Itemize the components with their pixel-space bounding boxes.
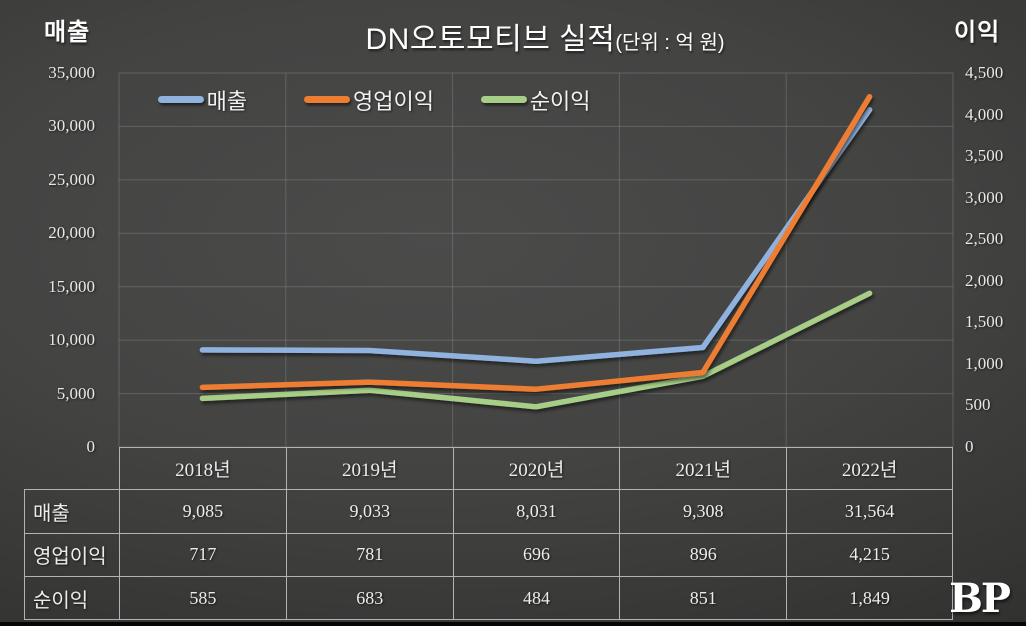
legend-item: 순이익 (452, 84, 619, 116)
right-axis-tick-label: 500 (965, 395, 991, 415)
table-row-header: 순이익 (24, 576, 119, 620)
chart-title: DN오토모티브 실적(단위 : 억 원) (365, 14, 724, 58)
series-line-순이익 (199, 290, 873, 410)
table-value-cell: 696 (452, 532, 620, 577)
legend-item: 매출 (119, 84, 286, 116)
right-axis-tick-label: 4,000 (965, 104, 1004, 124)
left-axis-tick-label: 0 (86, 437, 96, 456)
table-value-cell: 4,215 (786, 532, 953, 577)
table-value-cell: 896 (619, 532, 787, 577)
series-line-매출 (199, 106, 873, 364)
table-value-cell: 851 (619, 576, 787, 620)
table-year-header: 2019년 (285, 447, 453, 489)
bp-logo: BP (949, 575, 1011, 622)
left-axis-tick-label: 10,000 (48, 330, 95, 350)
chart-title-text: DN오토모티브 실적 (365, 23, 616, 56)
left-axis-title: 매출 (44, 19, 91, 46)
right-axis-tick-label: 1,000 (965, 353, 1004, 373)
table-year-header: 2021년 (619, 447, 787, 489)
table-value-cell: 9,033 (285, 489, 453, 533)
right-axis-tick-label: 2,500 (965, 229, 1004, 249)
legend-swatch-icon (157, 96, 204, 103)
legend-swatch-icon (480, 96, 527, 103)
table-value-cell: 8,031 (452, 489, 620, 533)
legend-item: 영업이익 (286, 84, 453, 116)
series-line-영업이익 (199, 93, 873, 392)
table-row-header: 매출 (24, 489, 119, 533)
right-axis-tick-label: 3,500 (965, 146, 1004, 166)
table-year-header: 2020년 (452, 447, 620, 489)
legend-swatch-icon (304, 96, 351, 103)
legend-label: 영업이익 (353, 88, 434, 114)
legend-label: 매출 (206, 88, 248, 114)
table-value-cell: 585 (119, 576, 286, 620)
bottom-bar (0, 622, 1026, 626)
right-axis-tick-label: 4,500 (965, 63, 1004, 82)
chart-title-unit: (단위 : 억 원) (615, 32, 725, 54)
right-axis-tick-label: 0 (965, 437, 974, 456)
table-row-header: 영업이익 (24, 532, 119, 577)
left-axis-tick-label: 35,000 (48, 63, 95, 82)
table-value-cell: 683 (285, 576, 453, 620)
table-value-cell: 31,564 (786, 489, 953, 533)
left-axis-tick-label: 5,000 (56, 383, 95, 403)
table-value-cell: 9,085 (119, 489, 286, 533)
chart-legend: 매출 영업이익 순이익 (119, 73, 619, 126)
table-value-cell: 484 (452, 576, 620, 620)
table-year-header: 2022년 (786, 447, 953, 489)
table-year-header: 2018년 (119, 447, 286, 489)
right-axis-title: 이익 (954, 19, 1001, 46)
legend-label: 순이익 (529, 88, 591, 114)
left-axis-tick-label: 30,000 (48, 116, 95, 136)
right-axis-tick-label: 1,500 (965, 312, 1004, 332)
left-axis-tick-label: 25,000 (48, 169, 95, 189)
table-value-cell: 1,849 (786, 576, 953, 620)
table-value-cell: 9,308 (619, 489, 787, 533)
left-axis-tick-label: 15,000 (48, 276, 95, 296)
right-axis-tick-label: 3,000 (965, 187, 1004, 207)
left-axis-tick-label: 20,000 (48, 223, 95, 243)
table-corner-cell (24, 447, 119, 489)
table-value-cell: 781 (285, 532, 453, 577)
table-value-cell: 717 (119, 532, 286, 577)
right-axis-tick-label: 2,000 (965, 270, 1004, 290)
